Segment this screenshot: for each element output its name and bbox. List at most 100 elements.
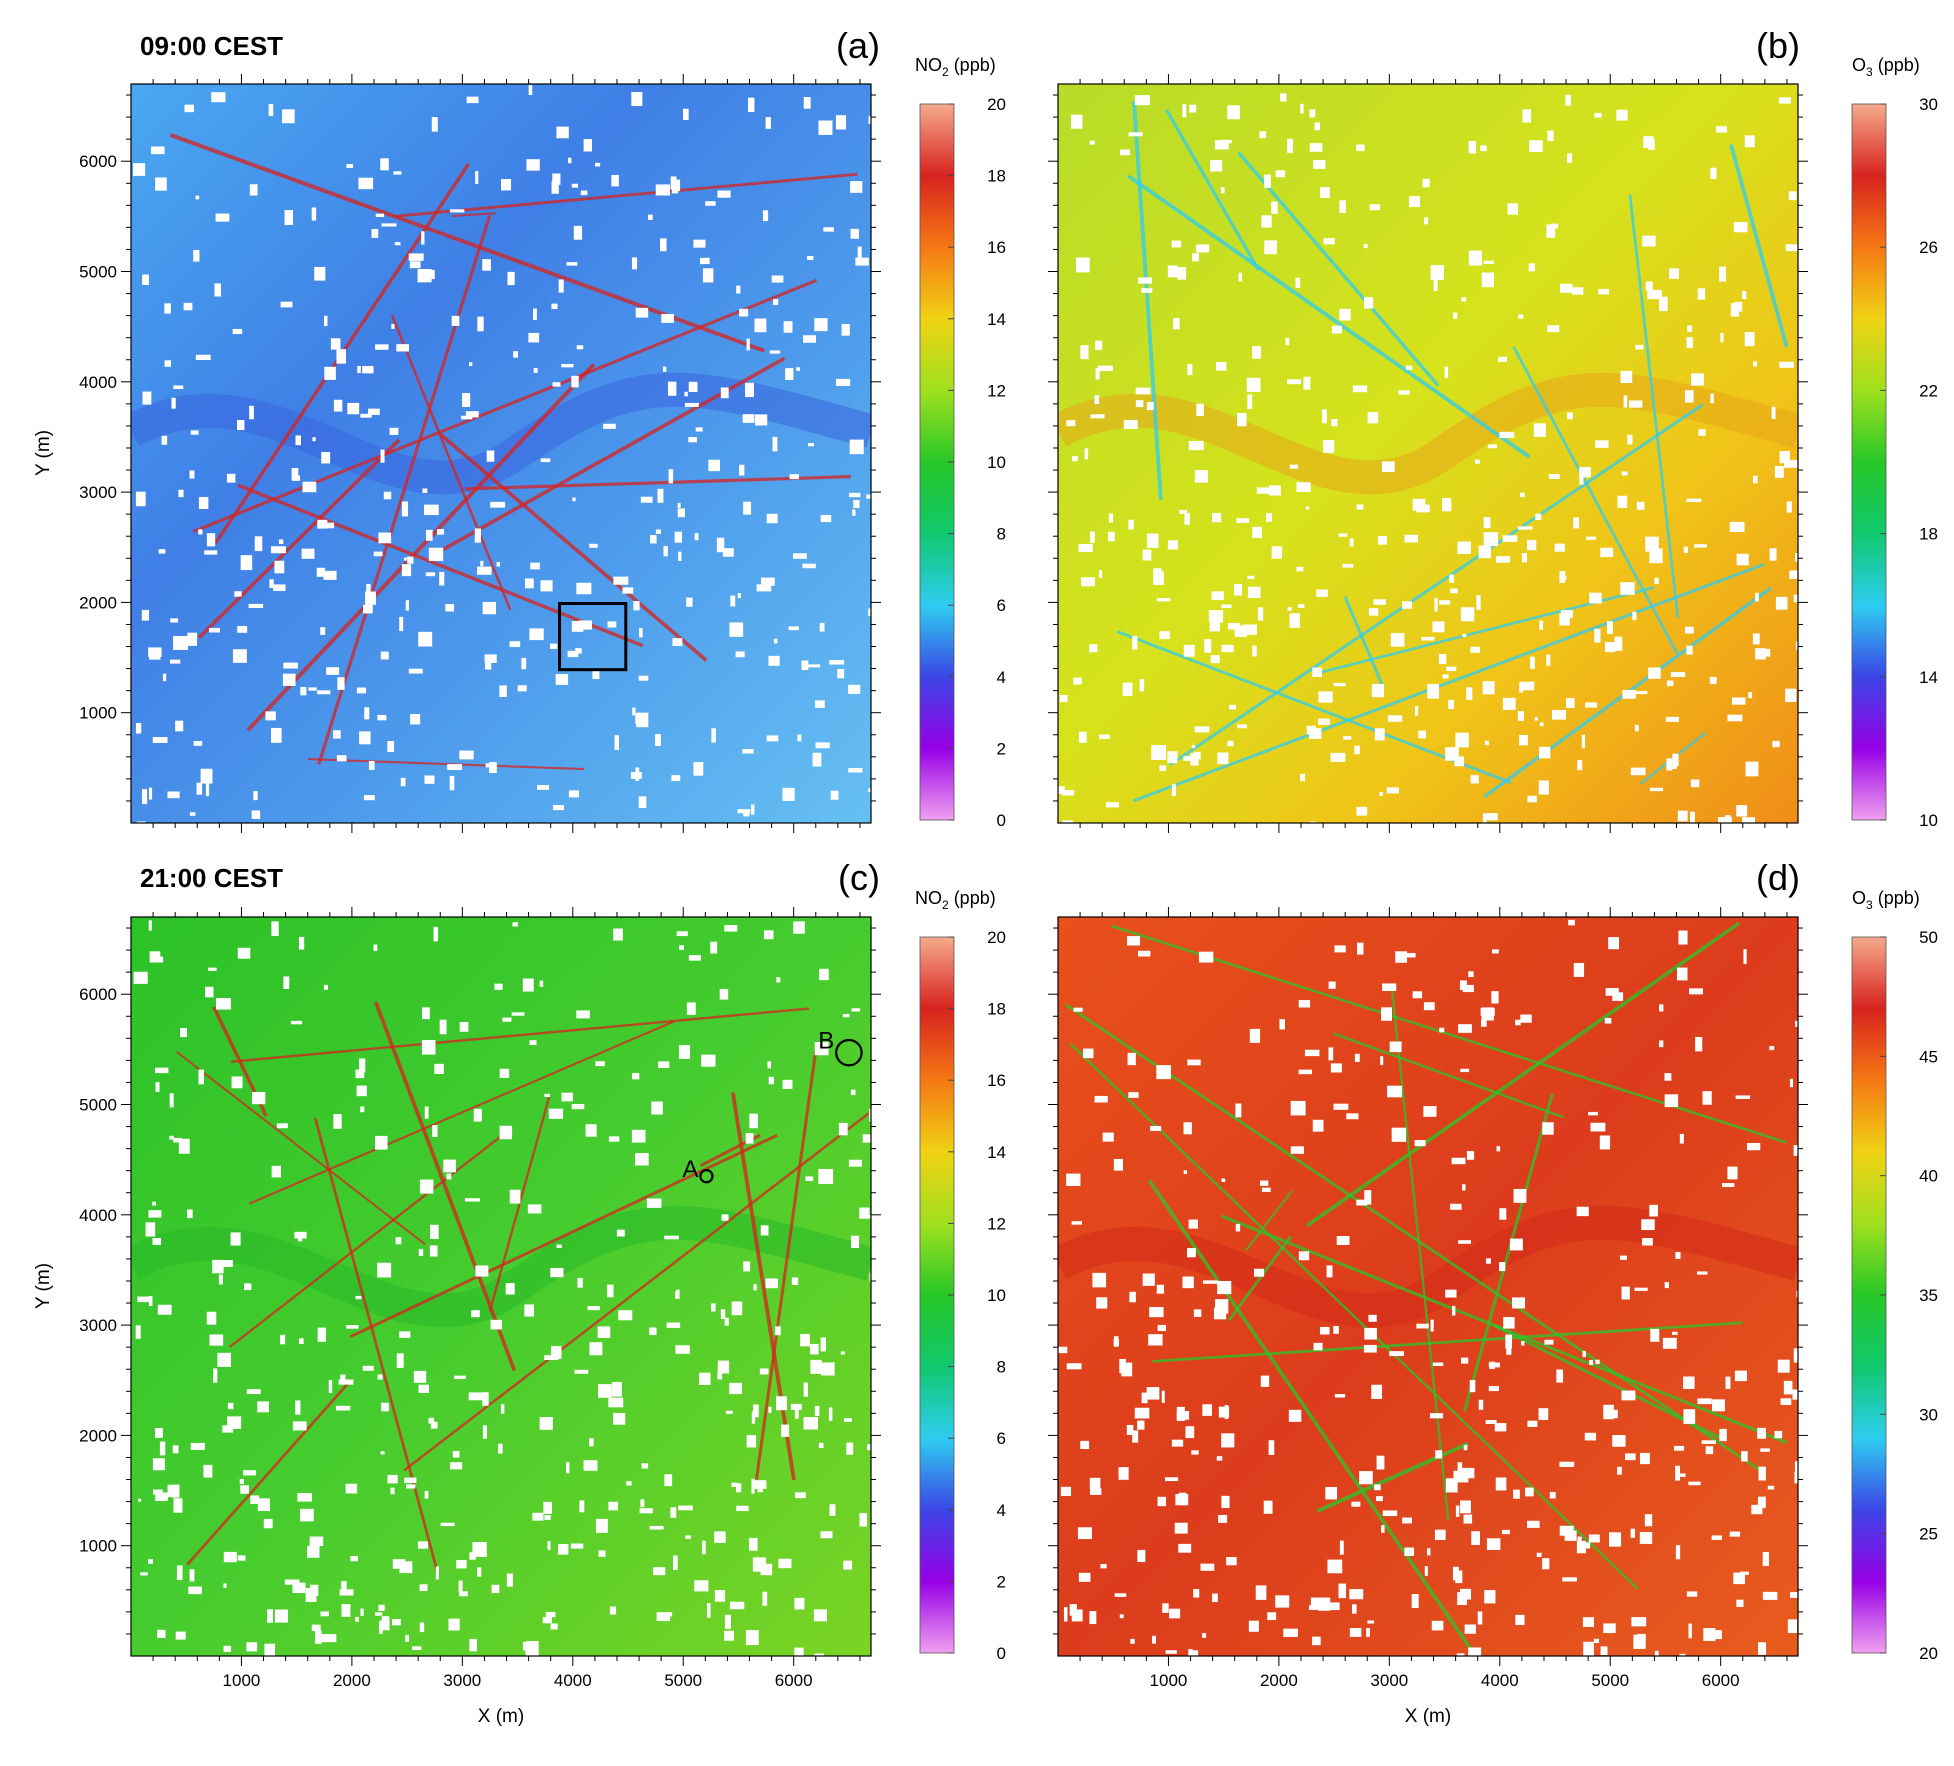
building-block — [829, 660, 845, 665]
building-block — [850, 228, 859, 239]
building-block — [571, 183, 579, 188]
building-block — [1716, 126, 1727, 133]
building-block — [1252, 346, 1262, 359]
building-block — [720, 1309, 726, 1320]
building-block — [1529, 140, 1543, 153]
building-block — [853, 499, 860, 509]
building-block — [1298, 1000, 1311, 1008]
building-block — [716, 537, 725, 553]
building-block — [1760, 1448, 1770, 1452]
building-block — [648, 214, 653, 220]
building-block — [631, 92, 643, 106]
building-block — [1676, 1473, 1686, 1477]
building-block — [685, 1535, 692, 1539]
building-block — [350, 1556, 359, 1562]
species-subscript: 3 — [1866, 65, 1873, 79]
building-block — [1792, 1389, 1798, 1400]
building-block — [298, 936, 305, 950]
building-block — [1462, 984, 1474, 993]
building-block — [768, 1076, 775, 1085]
building-block — [743, 1261, 751, 1272]
building-block — [446, 1173, 452, 1180]
building-block — [1382, 983, 1397, 991]
building-block — [1547, 325, 1560, 333]
urban-features — [131, 920, 871, 1656]
building-block — [196, 782, 203, 795]
building-block — [412, 1646, 422, 1651]
building-block — [729, 927, 738, 932]
building-block — [1102, 1132, 1114, 1142]
building-block — [1332, 325, 1342, 334]
building-block — [1288, 1409, 1302, 1422]
building-block — [449, 775, 455, 791]
building-block — [371, 228, 379, 238]
building-block — [1066, 1363, 1082, 1370]
building-block — [173, 385, 184, 390]
building-block — [234, 591, 242, 597]
building-block — [1165, 1650, 1177, 1654]
building-block — [381, 1616, 390, 1624]
road-line — [1147, 1179, 1476, 1655]
building-block — [1259, 1180, 1269, 1186]
colorbar-tick-label: 20 — [1919, 1644, 1938, 1663]
building-block — [1328, 1047, 1334, 1061]
building-block — [1458, 1240, 1471, 1244]
building-block — [280, 301, 293, 308]
building-block — [1621, 1390, 1636, 1401]
building-block — [1183, 756, 1195, 761]
building-block — [1246, 377, 1261, 392]
building-block — [1280, 93, 1287, 102]
building-block — [292, 1421, 307, 1431]
building-block — [1368, 608, 1379, 616]
building-block — [1620, 370, 1633, 384]
building-block — [394, 242, 401, 246]
building-block — [1593, 1638, 1599, 1644]
building-block — [1777, 1359, 1790, 1373]
building-block — [694, 1580, 709, 1592]
building-block — [613, 928, 623, 941]
building-block — [611, 174, 619, 187]
building-block — [1675, 1465, 1681, 1481]
building-block — [1744, 332, 1755, 347]
building-block — [1684, 626, 1694, 634]
building-block — [364, 707, 370, 720]
building-block — [1609, 1532, 1622, 1547]
road-line — [1333, 1032, 1565, 1119]
building-block — [1703, 1628, 1716, 1641]
colorbar-tick-label: 30 — [1919, 1405, 1938, 1424]
building-block — [1630, 767, 1646, 776]
building-block — [1427, 1548, 1431, 1556]
building-block — [658, 1061, 670, 1068]
building-block — [575, 648, 582, 654]
building-block — [1173, 317, 1180, 330]
building-block — [1326, 1265, 1333, 1278]
building-block — [820, 1362, 835, 1376]
building-block — [1463, 1514, 1473, 1524]
building-block — [1710, 393, 1714, 404]
building-block — [1453, 312, 1458, 319]
building-block — [803, 335, 816, 343]
building-block — [837, 669, 845, 679]
building-block — [1261, 1187, 1271, 1192]
building-block — [355, 1616, 359, 1622]
building-block — [1363, 1344, 1377, 1353]
building-block — [688, 381, 698, 393]
unit-label: (ppb) — [1873, 55, 1920, 75]
building-block — [568, 157, 572, 164]
building-block — [1427, 683, 1440, 699]
building-block — [1461, 1357, 1469, 1364]
building-block — [639, 628, 643, 638]
building-block — [528, 332, 540, 343]
building-block — [767, 1061, 772, 1069]
building-block — [803, 96, 811, 109]
building-block — [1499, 1262, 1506, 1272]
building-block — [753, 1404, 759, 1418]
building-block — [1069, 1604, 1077, 1616]
building-block — [1795, 641, 1798, 650]
building-block — [635, 1153, 649, 1166]
building-block — [1152, 1635, 1157, 1644]
building-block — [608, 1136, 620, 1142]
building-block — [635, 307, 649, 318]
road-line — [1343, 595, 1386, 690]
